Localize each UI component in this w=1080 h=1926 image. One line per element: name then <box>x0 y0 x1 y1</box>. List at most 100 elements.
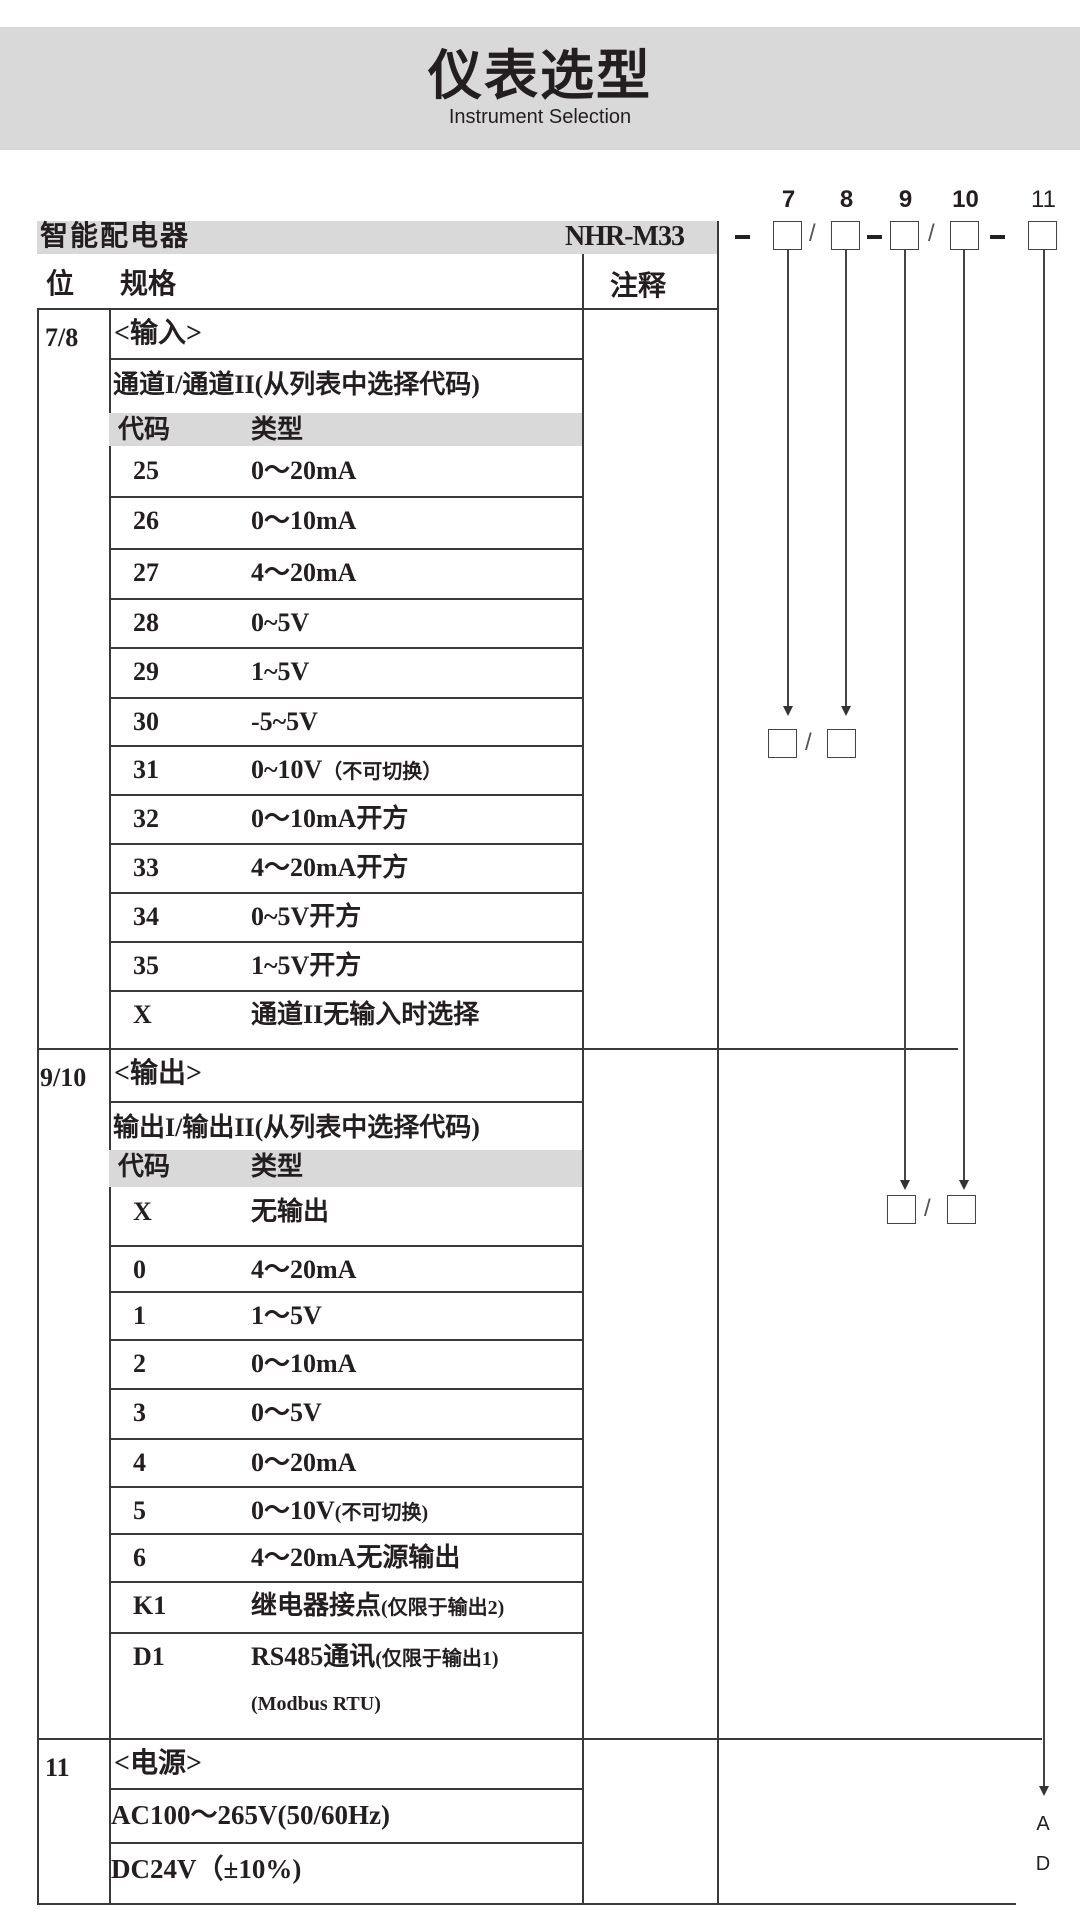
row-type: 0～10V(不可切换) <box>251 1496 429 1525</box>
row-code: 25 <box>133 456 159 485</box>
divider <box>37 308 717 310</box>
divider <box>109 1438 582 1440</box>
divider <box>109 1788 582 1790</box>
divider <box>109 1581 582 1583</box>
divider <box>109 843 582 845</box>
section-position: 9/10 <box>40 1063 87 1092</box>
row-type: 0～10mA开方 <box>251 804 409 833</box>
divider <box>109 990 582 992</box>
code-box-9 <box>890 221 919 250</box>
row-type: 1~5V <box>251 657 310 686</box>
row-code: 35 <box>133 951 159 980</box>
divider <box>582 254 584 1905</box>
arrow-down-icon <box>1039 1786 1049 1796</box>
divider <box>717 221 719 1905</box>
divider <box>109 697 582 699</box>
divider <box>109 1245 582 1247</box>
separator-dash <box>990 235 1005 239</box>
divider <box>37 1738 1042 1740</box>
separator-slash: / <box>924 1195 931 1222</box>
row-note: (不可切换) <box>334 1502 429 1524</box>
separator-slash: / <box>809 220 816 247</box>
divider <box>37 1903 1016 1905</box>
row-code: 1 <box>133 1301 146 1330</box>
section-title: <电源> <box>114 1748 202 1779</box>
row-type: 无输出 <box>251 1197 330 1226</box>
separator-dash <box>735 235 750 239</box>
power-code-a: A <box>1036 1813 1050 1835</box>
divider <box>109 598 582 600</box>
section-title: <输出> <box>114 1058 202 1089</box>
code-box-11 <box>1028 221 1057 250</box>
code-position-label: 11 <box>1031 186 1056 213</box>
header-spec: 规格 <box>120 269 177 300</box>
row-code: 3 <box>133 1398 146 1427</box>
row-code: 27 <box>133 558 159 587</box>
row-code: X <box>133 1197 152 1226</box>
row-type: 4～20mA <box>251 1255 357 1284</box>
divider <box>109 1291 582 1293</box>
row-note: （不可切换） <box>322 761 443 783</box>
code-position-label: 7 <box>781 186 796 213</box>
code-position-label: 10 <box>952 186 979 213</box>
divider <box>109 1486 582 1488</box>
row-type: -5~5V <box>251 707 318 736</box>
divider <box>109 548 582 550</box>
divider <box>37 308 39 1905</box>
row-code: 4 <box>133 1448 146 1477</box>
arrow-down-icon <box>783 706 793 716</box>
divider <box>37 1048 958 1050</box>
row-type: 1~5V开方 <box>251 951 362 980</box>
divider <box>904 250 906 1182</box>
divider <box>109 941 582 943</box>
separator-slash: / <box>805 729 812 756</box>
section-title: <输入> <box>114 318 202 349</box>
product-model: NHR-M33 <box>565 221 685 252</box>
power-code-d: D <box>1035 1853 1051 1875</box>
section-subtitle: 输出I/输出II(从列表中选择代码) <box>113 1113 480 1142</box>
divider <box>1043 250 1045 1788</box>
row-code: 30 <box>133 707 159 736</box>
section-subtitle: 通道I/通道II(从列表中选择代码) <box>113 370 480 399</box>
divider <box>109 745 582 747</box>
header-note: 注释 <box>610 271 667 302</box>
code-box-10 <box>950 221 979 250</box>
divider <box>109 647 582 649</box>
row-code: 28 <box>133 608 159 637</box>
divider <box>109 1388 582 1390</box>
row-type: 4～20mA无源输出 <box>251 1543 461 1572</box>
row-code: 34 <box>133 902 159 931</box>
row-code: 26 <box>133 506 159 535</box>
row-code: D1 <box>133 1642 165 1671</box>
product-name: 智能配电器 <box>40 221 191 252</box>
column-header-bar <box>109 413 582 446</box>
row-note: (仅限于输出1) <box>375 1648 499 1670</box>
row-type: 继电器接点(仅限于输出2) <box>251 1591 505 1620</box>
divider <box>109 1339 582 1341</box>
page-subtitle: Instrument Selection <box>448 106 632 128</box>
row-type: 0～20mA <box>251 456 357 485</box>
row-type: 0～10mA <box>251 1349 357 1378</box>
row-code: 6 <box>133 1543 146 1572</box>
code-box-9-result <box>887 1195 916 1224</box>
row-type: 4～20mA开方 <box>251 853 409 882</box>
column-header-type: 类型 <box>251 415 304 444</box>
divider <box>109 358 582 360</box>
row-code: X <box>133 1000 152 1029</box>
row-type: 0～10mA <box>251 506 357 535</box>
row-type: 0～20mA <box>251 1448 357 1477</box>
row-extra: (Modbus RTU) <box>251 1693 381 1715</box>
row-code: 31 <box>133 755 159 784</box>
column-header-type: 类型 <box>251 1152 304 1181</box>
code-position-label: 9 <box>898 186 913 213</box>
divider <box>109 308 111 1905</box>
divider <box>845 250 847 708</box>
divider <box>109 1533 582 1535</box>
row-type: 0～5V <box>251 1398 322 1427</box>
row-code: 0 <box>133 1255 146 1284</box>
row-code: 5 <box>133 1496 146 1525</box>
row-code: K1 <box>133 1591 167 1620</box>
separator-dash <box>867 235 882 239</box>
column-header-code: 代码 <box>118 1152 171 1181</box>
row-code: 2 <box>133 1349 146 1378</box>
